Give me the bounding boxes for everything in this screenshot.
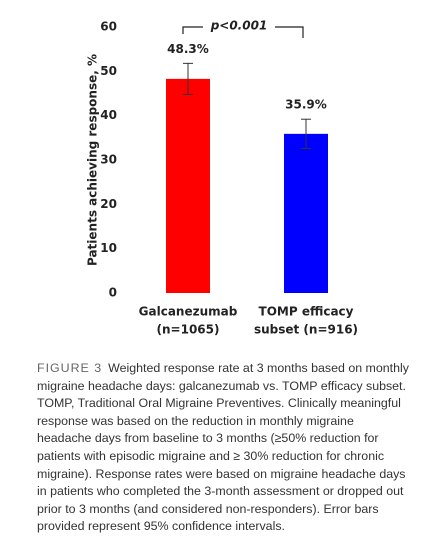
y-tick-label: 10	[100, 241, 117, 255]
chart: Patients achieving response, % p<0.001 0…	[86, 19, 359, 337]
y-tick-label: 50	[100, 64, 117, 78]
y-tick-label: 0	[109, 286, 117, 300]
data-label: 48.3%	[167, 42, 209, 56]
annotation: p<0.001	[210, 19, 268, 33]
caption-label: FIGURE 3	[37, 361, 103, 375]
significance-bracket	[182, 26, 304, 38]
x-tick-label: subset (n=916)	[254, 323, 358, 337]
y-axis-label: Patients achieving response, %	[86, 54, 100, 266]
x-tick-label: TOMP efficacy	[259, 305, 354, 319]
y-tick-label: 20	[100, 197, 117, 211]
data-label: 35.9%	[285, 98, 327, 112]
caption: FIGURE 3 Weighted response rate at 3 mont…	[37, 360, 409, 536]
y-tick-label: 40	[100, 108, 117, 122]
x-tick-label: Galcanezumab	[139, 305, 238, 319]
bar	[284, 133, 328, 293]
x-tick-label: (n=1065)	[157, 323, 220, 337]
bar	[166, 78, 210, 294]
y-tick-label: 60	[100, 20, 117, 34]
y-tick-label: 30	[100, 153, 117, 167]
caption-text: Weighted response rate at 3 months based…	[37, 361, 409, 534]
